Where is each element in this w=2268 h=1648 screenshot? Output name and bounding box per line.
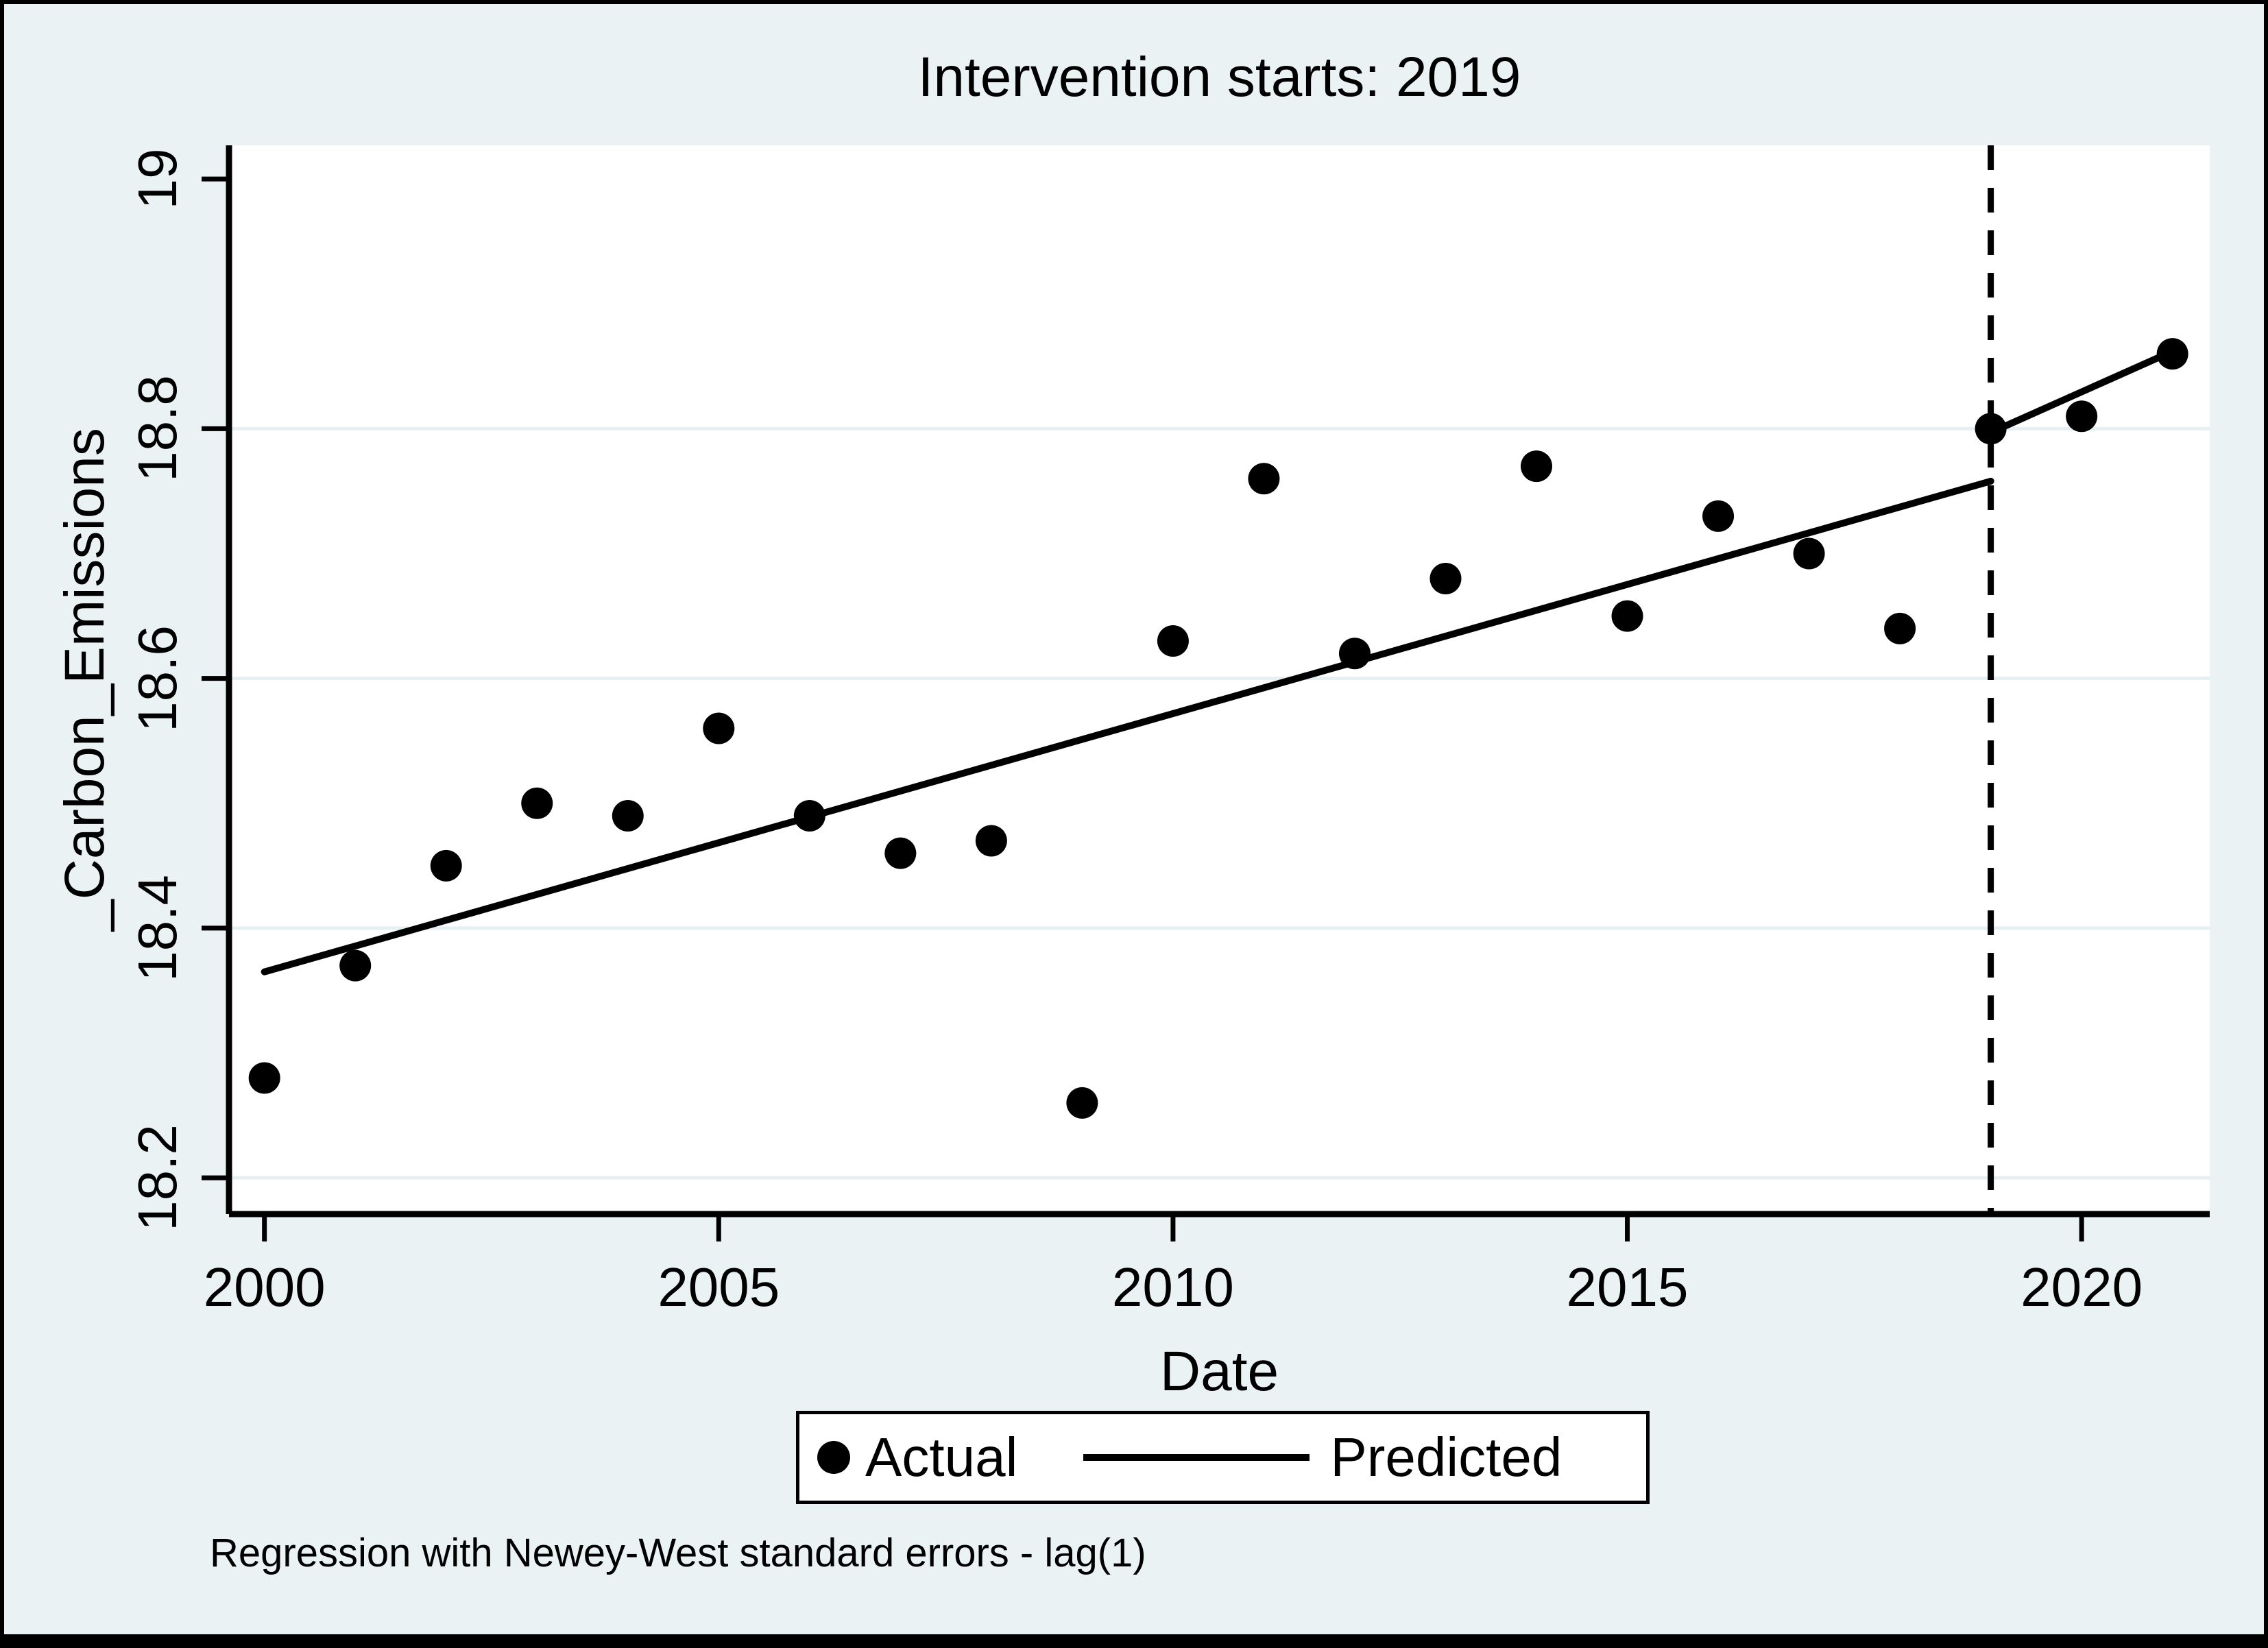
data-point-2018: [1884, 612, 1916, 644]
y-tick-label-19: 19: [127, 148, 188, 210]
data-point-2020: [2066, 400, 2098, 433]
data-point-2016: [1702, 500, 1735, 532]
x-axis-title: Date: [1159, 1340, 1279, 1403]
data-point-2021: [2156, 338, 2188, 370]
data-point-2017: [1793, 537, 1825, 570]
data-point-2002: [430, 849, 462, 882]
legend-label-predicted: Predicted: [1330, 1427, 1563, 1488]
data-point-2003: [521, 787, 553, 819]
data-point-2008: [975, 825, 1007, 857]
data-point-2004: [612, 800, 644, 832]
window-bottom-bar: [4, 1634, 2264, 1644]
data-point-2014: [1521, 450, 1553, 483]
data-point-2009: [1066, 1087, 1098, 1119]
data-point-2000: [248, 1062, 280, 1094]
data-point-2007: [884, 837, 917, 869]
y-axis-title: _Carbon_Emissions: [53, 428, 116, 931]
predicted-line-segment-1: [261, 477, 1994, 976]
data-point-2006: [793, 800, 825, 832]
x-tick-label-2020: 2020: [2020, 1257, 2143, 1318]
chart-canvas: [202, 145, 2210, 1241]
y-tick-label-18.8: 18.8: [127, 375, 188, 483]
y-tick-label-18.6: 18.6: [127, 625, 188, 732]
y-tick-label-18.2: 18.2: [127, 1124, 188, 1232]
data-point-2019: [1975, 413, 2007, 445]
chart-title: Intervention starts: 2019: [917, 46, 1521, 108]
x-tick-label-2005: 2005: [658, 1257, 780, 1318]
predicted-line-segment-2: [1987, 348, 2176, 436]
regression-note: Regression with Newey-West standard erro…: [210, 1531, 1146, 1575]
data-point-2013: [1429, 562, 1462, 594]
legend-marker-dot: [817, 1441, 850, 1474]
data-point-2015: [1611, 600, 1643, 632]
y-tick-label-18.4: 18.4: [127, 875, 188, 982]
data-point-2005: [703, 712, 735, 744]
x-tick-label-2010: 2010: [1111, 1257, 1234, 1318]
x-tick-label-2000: 2000: [203, 1257, 326, 1318]
data-point-2012: [1338, 638, 1371, 670]
data-point-2010: [1157, 625, 1189, 657]
legend-label-actual: Actual: [865, 1427, 1018, 1488]
x-tick-label-2015: 2015: [1566, 1257, 1689, 1318]
legend-marker-line: [1083, 1454, 1310, 1461]
data-point-2011: [1248, 463, 1280, 495]
legend: Actual Predicted: [796, 1411, 1650, 1504]
data-point-2001: [339, 949, 372, 982]
